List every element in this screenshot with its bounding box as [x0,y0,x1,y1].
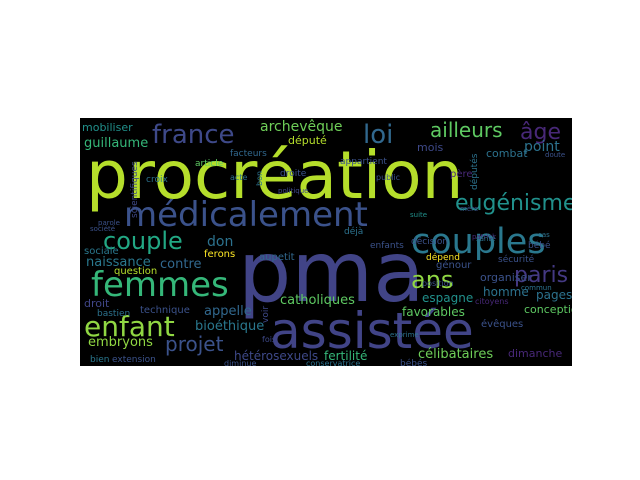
word-sociale: sociale [84,246,119,257]
word-ans: ans [411,266,454,294]
word-commun: commun [521,284,552,292]
word-célibataires: célibataires [418,347,494,362]
word-position: position [422,279,454,288]
word-patrick: patrick [472,233,497,241]
word-pages: pages [536,288,572,302]
word-extension: extension [112,355,156,365]
word-société: société [90,225,116,233]
word-déjà: déjà [344,227,364,237]
word-point: point [524,139,560,155]
word-guillaume: guillaume [84,136,149,151]
word-scientifiques: scientifiques [130,161,140,218]
word-question: question [114,266,158,277]
word-archevêque: archevêque [260,119,343,135]
word-favorables: favorables [402,305,465,319]
word-facteurs: facteurs [230,149,267,159]
word-france: france [152,120,235,150]
word-suite: suite [410,211,428,219]
word-père: père [450,169,473,180]
word-bon: bon [255,170,264,186]
word-ailleurs: ailleurs [430,118,503,142]
word-appelle: appelle [204,304,252,319]
word-citoyens: citoyens [475,297,509,306]
word-eugénisme: eugénisme [455,191,572,216]
word-bébé: bébé [528,241,551,251]
word-don: don [207,234,234,250]
word-santé: santé [476,235,496,243]
word-cas: cas [538,231,550,239]
word-dimanche: dimanche [508,347,563,360]
word-médicalement: médicalement [124,195,368,235]
word-fertilité: fertilité [324,349,368,363]
word-voir: voir [261,305,271,323]
word-bastien: bastien [97,309,131,319]
word-sécurité: sécurité [498,255,535,265]
word-conception: conception [524,303,572,316]
word-homme: homme [483,285,529,299]
word-paris: paris [514,263,569,288]
word-embryons: embryons [88,335,153,350]
word-droite: droite [280,169,307,179]
word-hétérosexuels: hétérosexuels [234,349,319,363]
word-député: député [288,134,327,147]
word-doute: doute [545,151,566,159]
word-naissance: naissance [86,255,151,270]
word-article: article [195,159,224,169]
word-enfants: enfants [370,241,404,251]
word-femmes: femmes [91,265,229,305]
word-fois: fois [262,335,277,344]
word-catholiques: catholiques [280,293,355,308]
word-projet: projet [165,332,224,356]
word-mois: mois [417,141,444,154]
word-députés: députés [470,153,480,190]
word-enfant: enfant [84,310,175,343]
word-bien: bien [90,355,110,365]
word-aupetit: aupetit [259,252,295,263]
word-assistée: assistée [270,302,474,360]
word-espagne: espagne [422,291,474,305]
word-appartient: appartient [340,157,387,167]
word-bébés: bébés [400,359,428,367]
word-couples: couples [411,222,546,262]
word-combat: combat [486,147,528,160]
word-croix: croix [146,175,168,185]
word-droit: droit [84,297,110,310]
word-conservatrice: conservatrice [306,359,361,367]
word-public: public [376,173,401,182]
word-technique: technique [140,305,190,316]
word-procréation: procréation [86,137,464,214]
word-décision: décision [411,237,449,247]
word-couple: couple [103,227,183,255]
word-contre: contre [160,257,202,272]
word-exprime: exprime [390,331,419,339]
word-âge: âge [520,120,561,145]
word-bioéthique: bioéthique [195,319,265,334]
word-ferons: ferons [204,249,236,260]
word-mère: mère [460,205,479,213]
word-génour: génour [436,260,472,271]
word-pma: pma [238,223,425,321]
word-loi: loi [363,120,394,150]
word-dépend: dépend [426,253,460,263]
word-parole: parole [98,219,120,227]
word-politique: politique [278,187,309,195]
word-cloud-panel: procréation pma assistée médicalement couple… [80,118,572,366]
word-évêques: évêques [481,319,524,330]
word-diminue: diminue [224,359,257,367]
word-organiser: organiser [480,271,532,284]
word-mobiliser: mobiliser [82,121,133,134]
word-acte: acte [230,173,248,182]
